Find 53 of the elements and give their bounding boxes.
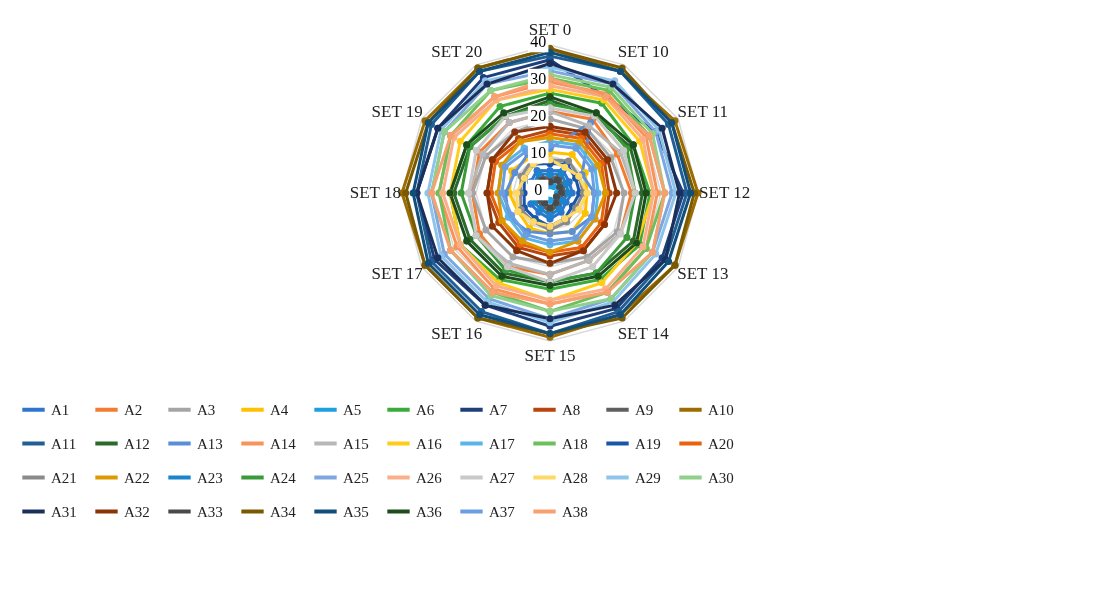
legend-label: A22 — [124, 469, 150, 486]
legend-label: A26 — [416, 469, 443, 486]
legend-label: A2 — [124, 401, 143, 418]
legend-label: A7 — [489, 401, 508, 418]
legend-label: A30 — [708, 469, 734, 486]
legend-label: A8 — [562, 401, 581, 418]
spoke-label: SET 14 — [617, 323, 670, 343]
legend-label: A17 — [489, 435, 516, 452]
legend-label: A21 — [51, 469, 77, 486]
spoke-label: SET 10 — [617, 42, 669, 62]
legend-label: A32 — [124, 503, 150, 520]
y-tick-label: 20 — [530, 107, 547, 125]
legend-label: A15 — [343, 435, 369, 452]
legend-label: A5 — [343, 401, 362, 418]
legend-label: A28 — [562, 469, 588, 486]
spoke-label: SET 17 — [371, 264, 424, 284]
legend-label: A33 — [197, 503, 223, 520]
spoke-label: SET 13 — [677, 264, 729, 284]
legend-label: A13 — [197, 435, 223, 452]
legend-label: A37 — [489, 503, 516, 520]
y-tick-label: 10 — [530, 144, 547, 162]
legend-label: A31 — [51, 503, 77, 520]
legend-label: A3 — [197, 401, 216, 418]
spoke-label: SET 18 — [349, 183, 401, 202]
legend-label: A25 — [343, 469, 369, 486]
legend-label: A10 — [708, 401, 734, 418]
legend-label: A14 — [270, 435, 297, 452]
spoke-label: SET 16 — [431, 323, 483, 343]
legend-label: A12 — [124, 435, 150, 452]
legend-label: A16 — [416, 435, 443, 452]
spoke-label: SET 19 — [371, 101, 423, 121]
legend-label: A34 — [270, 503, 297, 520]
legend-label: A11 — [51, 435, 77, 452]
legend-label: A4 — [270, 401, 289, 418]
legend-label: A19 — [635, 435, 661, 452]
spoke-label: SET 12 — [699, 183, 751, 202]
legend-label: A38 — [562, 503, 588, 520]
legend-label: A20 — [708, 435, 734, 452]
spoke-label: SET 15 — [524, 345, 576, 365]
legend-label: A9 — [635, 401, 654, 418]
spoke-label: SET 11 — [677, 101, 729, 121]
spoke-label: SET 20 — [431, 42, 483, 62]
y-tick-label: 30 — [530, 70, 547, 88]
legend-label: A29 — [635, 469, 661, 486]
legend-label: A18 — [562, 435, 588, 452]
legend-label: A23 — [197, 469, 223, 486]
legend-label: A36 — [416, 503, 443, 520]
legend-label: A27 — [489, 469, 516, 486]
legend-label: A6 — [416, 401, 435, 418]
y-tick-label: 0 — [534, 181, 543, 199]
legend-label: A1 — [51, 401, 70, 418]
legend-label: A24 — [270, 469, 297, 486]
legend-label: A35 — [343, 503, 369, 520]
